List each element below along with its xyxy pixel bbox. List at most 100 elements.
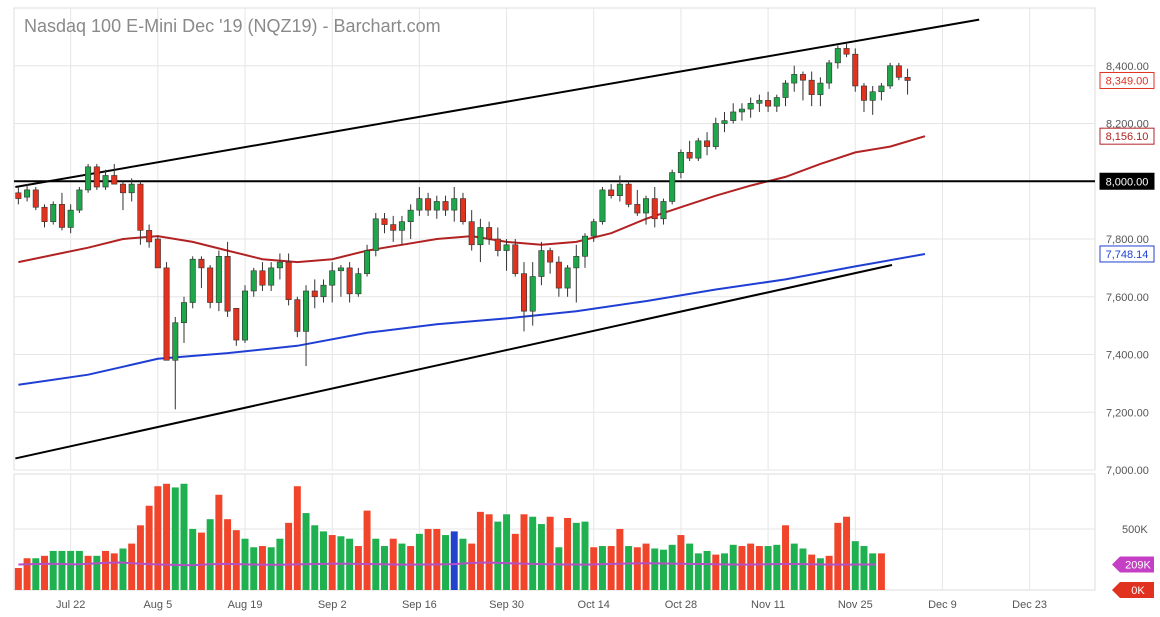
candle-body xyxy=(163,267,170,361)
volume-bar xyxy=(564,517,572,590)
date-tick-label: Sep 30 xyxy=(489,599,524,611)
volume-bar xyxy=(686,543,694,590)
volume-bar xyxy=(302,513,310,590)
volume-bar xyxy=(546,516,554,590)
candle-body xyxy=(207,267,214,303)
volume-tick-label: 500K xyxy=(1122,524,1148,536)
candle-body xyxy=(250,270,257,292)
volume-bar xyxy=(84,555,92,590)
date-tick-label: Dec 9 xyxy=(928,599,957,611)
candle-body xyxy=(268,267,275,286)
price-label-box xyxy=(1099,71,1155,89)
candle-body xyxy=(738,108,745,113)
candle-body xyxy=(782,82,789,98)
volume-bar xyxy=(424,528,432,590)
volume-bar xyxy=(790,543,798,590)
volume-label: 209K xyxy=(1125,559,1151,571)
volume-bar xyxy=(197,532,205,590)
candle-body xyxy=(128,183,135,194)
candle-body xyxy=(494,238,501,251)
candle-body xyxy=(320,284,327,298)
price-tick-label: 8,400.00 xyxy=(1106,61,1149,73)
volume-bar xyxy=(23,558,31,590)
date-tick-label: Nov 11 xyxy=(751,599,785,611)
candle-body xyxy=(93,166,100,188)
date-tick-label: Oct 28 xyxy=(665,599,697,611)
candle-body xyxy=(346,267,353,295)
candle-body xyxy=(895,65,902,78)
price-tick-label: 7,200.00 xyxy=(1106,407,1149,419)
volume-bar xyxy=(642,543,650,590)
volume-bar xyxy=(189,528,197,590)
candle-body xyxy=(416,198,423,211)
candle-body xyxy=(590,221,597,237)
candle-body xyxy=(459,198,466,222)
price-tick-label: 7,000.00 xyxy=(1106,465,1149,477)
candle-body xyxy=(390,224,397,231)
volume-bar xyxy=(328,535,336,590)
candle-body xyxy=(721,120,728,124)
volume-bar xyxy=(485,514,493,590)
volume-bar xyxy=(14,568,22,590)
candle-body xyxy=(817,82,824,95)
candle-body xyxy=(198,258,205,269)
volume-bar xyxy=(843,516,851,590)
price-label: 7,748.14 xyxy=(1106,249,1149,261)
volume-bar xyxy=(782,525,790,590)
candle-body xyxy=(67,209,74,228)
volume-bar xyxy=(311,525,319,590)
volume-bar xyxy=(721,553,728,590)
candle-body xyxy=(468,221,475,246)
volume-bar xyxy=(415,533,423,590)
volume-bar xyxy=(468,543,476,590)
candle-body xyxy=(102,175,109,188)
candle-body xyxy=(643,198,650,214)
candle-body xyxy=(538,250,545,277)
volume-bar xyxy=(319,531,327,590)
volume-bar xyxy=(738,546,746,590)
candle-body xyxy=(303,290,310,332)
volume-bar xyxy=(154,486,162,590)
date-tick-label: Sep 16 xyxy=(402,599,437,611)
volume-bar xyxy=(529,516,537,590)
candle-body xyxy=(76,189,83,211)
candle-body xyxy=(58,204,65,228)
candle-body xyxy=(24,189,31,198)
date-tick-label: Sep 2 xyxy=(318,599,347,611)
candle-body xyxy=(878,85,885,93)
volume-bar xyxy=(32,558,40,590)
volume-bar xyxy=(285,522,293,590)
candle-body xyxy=(599,189,606,222)
candle-body xyxy=(224,256,231,312)
volume-average-line xyxy=(18,561,876,567)
candle-body xyxy=(294,299,301,332)
candle-body xyxy=(669,172,676,202)
candle-body xyxy=(695,140,702,159)
volume-bar xyxy=(537,524,545,590)
candle-body xyxy=(311,290,318,298)
candle-body xyxy=(486,227,493,240)
volume-bar xyxy=(816,558,824,590)
volume-bar xyxy=(651,548,659,590)
volume-bar xyxy=(659,549,667,590)
candle-body xyxy=(843,48,850,55)
volume-bar xyxy=(224,519,232,590)
volume-bar xyxy=(851,541,859,590)
candle-body xyxy=(869,91,876,101)
volume-bar xyxy=(41,555,48,590)
candle-body xyxy=(15,192,22,199)
candle-body xyxy=(32,189,39,208)
volume-bar xyxy=(250,547,258,590)
price-label: 8,156.10 xyxy=(1106,131,1149,143)
price-label: 8,000.00 xyxy=(1106,176,1149,188)
volume-bar xyxy=(433,528,441,590)
candle-body xyxy=(451,198,458,211)
volume-bar xyxy=(398,543,406,590)
date-tick-label: Aug 5 xyxy=(143,599,172,611)
candle-body xyxy=(808,79,815,95)
volume-bar xyxy=(215,494,223,590)
candle-body xyxy=(651,198,658,220)
volume-bar xyxy=(163,483,171,590)
date-tick-label: Dec 23 xyxy=(1012,599,1047,611)
